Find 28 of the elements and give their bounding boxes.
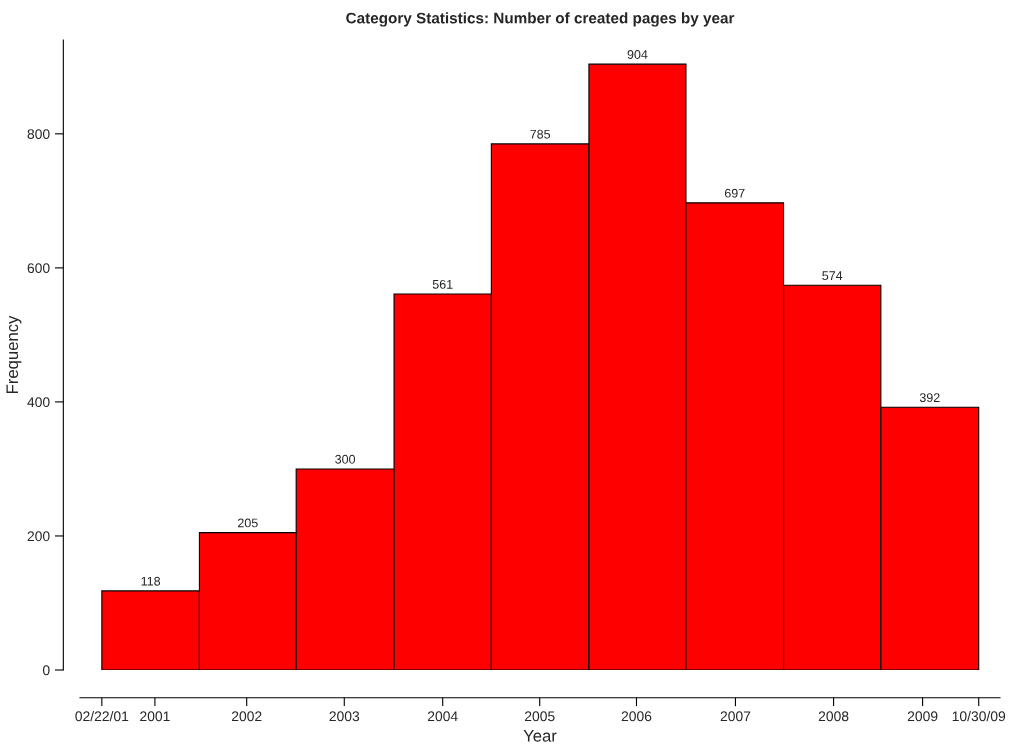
chart-title: Category Statistics: Number of created pages by year	[346, 12, 735, 27]
x-tick-label: 2002	[231, 711, 262, 722]
y-tick-label: 800	[27, 129, 50, 139]
x-tick-label: 2005	[524, 711, 555, 722]
x-tick-label: 2001	[140, 711, 170, 722]
data-label: 392	[919, 393, 940, 403]
y-tick-label: 600	[27, 263, 50, 274]
x-tick-label: 2003	[329, 711, 360, 722]
y-tick-label: 400	[27, 397, 50, 408]
x-tick-label: 2008	[818, 711, 849, 722]
x-tick-label: 02/22/01	[75, 710, 129, 722]
data-label: 904	[627, 50, 648, 59]
data-label: 205	[238, 518, 258, 528]
data-label: 574	[822, 271, 843, 281]
data-label: 561	[432, 279, 453, 289]
data-label: 118	[141, 576, 161, 586]
x-tick-label: 2009	[907, 711, 938, 722]
y-axis-title: Frequency	[6, 315, 22, 393]
y-tick-label: 200	[27, 531, 50, 542]
x-tick-label: 2007	[720, 711, 751, 722]
y-tick-label: 0	[42, 665, 50, 676]
x-tick-label: 10/30/09	[952, 710, 1006, 722]
data-label: 300	[335, 454, 356, 464]
data-label: 785	[530, 129, 551, 139]
x-tick-label: 2006	[621, 711, 652, 722]
x-axis-title: Year	[523, 730, 557, 742]
x-tick-label: 2004	[427, 711, 458, 722]
data-label: 697	[724, 188, 745, 198]
